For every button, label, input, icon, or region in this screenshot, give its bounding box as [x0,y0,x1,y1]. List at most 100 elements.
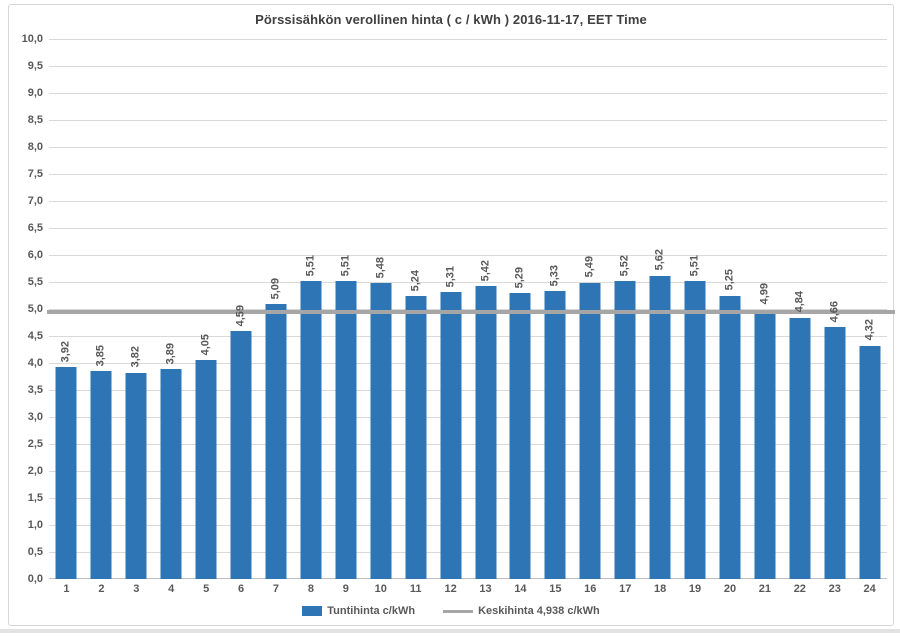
bar [230,331,252,579]
x-tick-label: 17 [619,583,632,595]
bar [370,283,392,579]
y-tick-label: 5,0 [27,303,43,315]
y-tick-label: 1,0 [27,519,43,531]
x-tick-label: 18 [654,583,667,595]
bar-slot: 3,85 [84,39,119,579]
y-tick-label: 9,5 [27,60,43,72]
bar-value-label: 3,85 [94,344,107,367]
bar [544,291,566,579]
x-tick-label: 9 [342,583,349,595]
bar [649,275,671,579]
plot-area: 3,92 3,85 3,82 3,89 4,05 4,59 5,09 5,51 5,51 5,48… [47,39,895,579]
bar-slot: 5,51 [328,39,363,579]
bar [125,372,147,579]
y-tick-label: 8,5 [27,114,43,126]
bar-slot: 5,42 [468,39,503,579]
chart-container: Pörssisähkön verollinen hinta ( c / kWh … [8,4,895,626]
legend: Tuntihinta c/kWh Keskihinta 4,938 c/kWh [9,605,893,617]
bar-value-label: 5,51 [339,255,352,277]
y-tick-label: 3,5 [27,384,43,396]
bar-value-label: 3,89 [164,342,177,364]
y-tick-label: 8,0 [27,141,43,153]
bar-value-label: 5,33 [548,264,561,287]
gridline [49,336,887,337]
bar [614,280,636,579]
bar-value-label: 5,52 [618,254,631,276]
gridline [49,39,887,40]
bar [90,371,112,579]
x-tick-label: 15 [549,583,562,595]
bar-value-label: 4,05 [199,333,212,356]
bar-value-label: 5,42 [479,259,492,282]
bar-slot: 5,29 [503,39,538,579]
bar-slot: 5,62 [643,39,678,579]
x-tick-label: 3 [133,583,140,595]
gridline [49,93,887,94]
x-tick-label: 13 [479,583,492,595]
bar [719,295,741,579]
bar [475,286,497,579]
x-tick-label: 23 [828,583,841,595]
bar-slot: 5,49 [573,39,608,579]
x-tick-label: 12 [444,583,457,595]
x-tick-label: 22 [793,583,806,595]
y-tick-label: 7,0 [27,195,43,207]
gridline [49,552,887,553]
bar-value-label: 3,82 [129,346,142,368]
bar-slot: 4,99 [747,39,782,579]
chart-title: Pörssisähkön verollinen hinta ( c / kWh … [255,12,647,27]
x-tick-label: 20 [723,583,737,595]
bar [579,282,601,579]
legend-label-keskihinta: Keskihinta 4,938 c/kWh [478,605,600,617]
bar-slot: 5,31 [433,39,468,579]
x-tick-label: 5 [203,583,210,595]
bar-value-label: 5,24 [409,269,422,292]
bar [160,368,182,579]
bar-slot: 5,48 [363,39,398,579]
bar-slot: 4,59 [224,39,259,579]
gridline [49,201,887,202]
bar-slot: 5,52 [608,39,643,579]
y-tick-label: 4,0 [27,357,43,369]
legend-item-tuntihinta: Tuntihinta c/kWh [302,605,415,617]
bar-slot: 3,92 [49,39,84,579]
y-tick-label: 9,0 [27,87,43,99]
bar-value-label: 5,25 [723,269,736,291]
bar-slot: 4,05 [189,39,224,579]
bar [859,345,881,579]
x-tick-label: 16 [584,583,597,595]
bar-slot: 3,82 [119,39,154,579]
y-tick-label: 4,5 [27,330,43,342]
gridline [49,66,887,67]
bar-value-label: 4,66 [828,300,841,323]
average-line-swatch-icon [443,609,474,613]
bar [684,281,706,579]
gridline [49,363,887,364]
gridline [49,309,887,310]
bar-slot: 4,32 [852,39,887,579]
bar-value-label: 5,51 [304,255,317,277]
bar [824,327,846,579]
x-tick-label: 2 [98,583,105,595]
y-axis: 0,0 0,5 1,0 1,5 2,0 2,5 3,0 3,5 4,0 4,5 5,0 5,5 6,0 6… [9,33,47,585]
bar-value-label: 5,09 [269,277,282,300]
gridline [49,174,887,175]
gridline [49,120,887,121]
bar [440,292,462,579]
y-tick-label: 10,0 [21,33,43,45]
bar-value-label: 5,62 [653,249,666,271]
x-tick-label: 14 [514,583,527,595]
y-tick-label: 0,5 [27,546,43,558]
y-tick-label: 0,0 [27,573,43,585]
bar-value-label: 5,48 [374,256,387,279]
bar-slot: 5,51 [293,39,328,579]
gridline [49,471,887,472]
bar [754,309,776,579]
bar [195,360,217,579]
gridline [49,228,887,229]
bar [265,304,287,579]
legend-item-keskihinta: Keskihinta 4,938 c/kWh [443,605,600,617]
bar-slot: 5,25 [713,39,748,579]
gridline [49,147,887,148]
y-tick-label: 7,5 [27,168,43,180]
